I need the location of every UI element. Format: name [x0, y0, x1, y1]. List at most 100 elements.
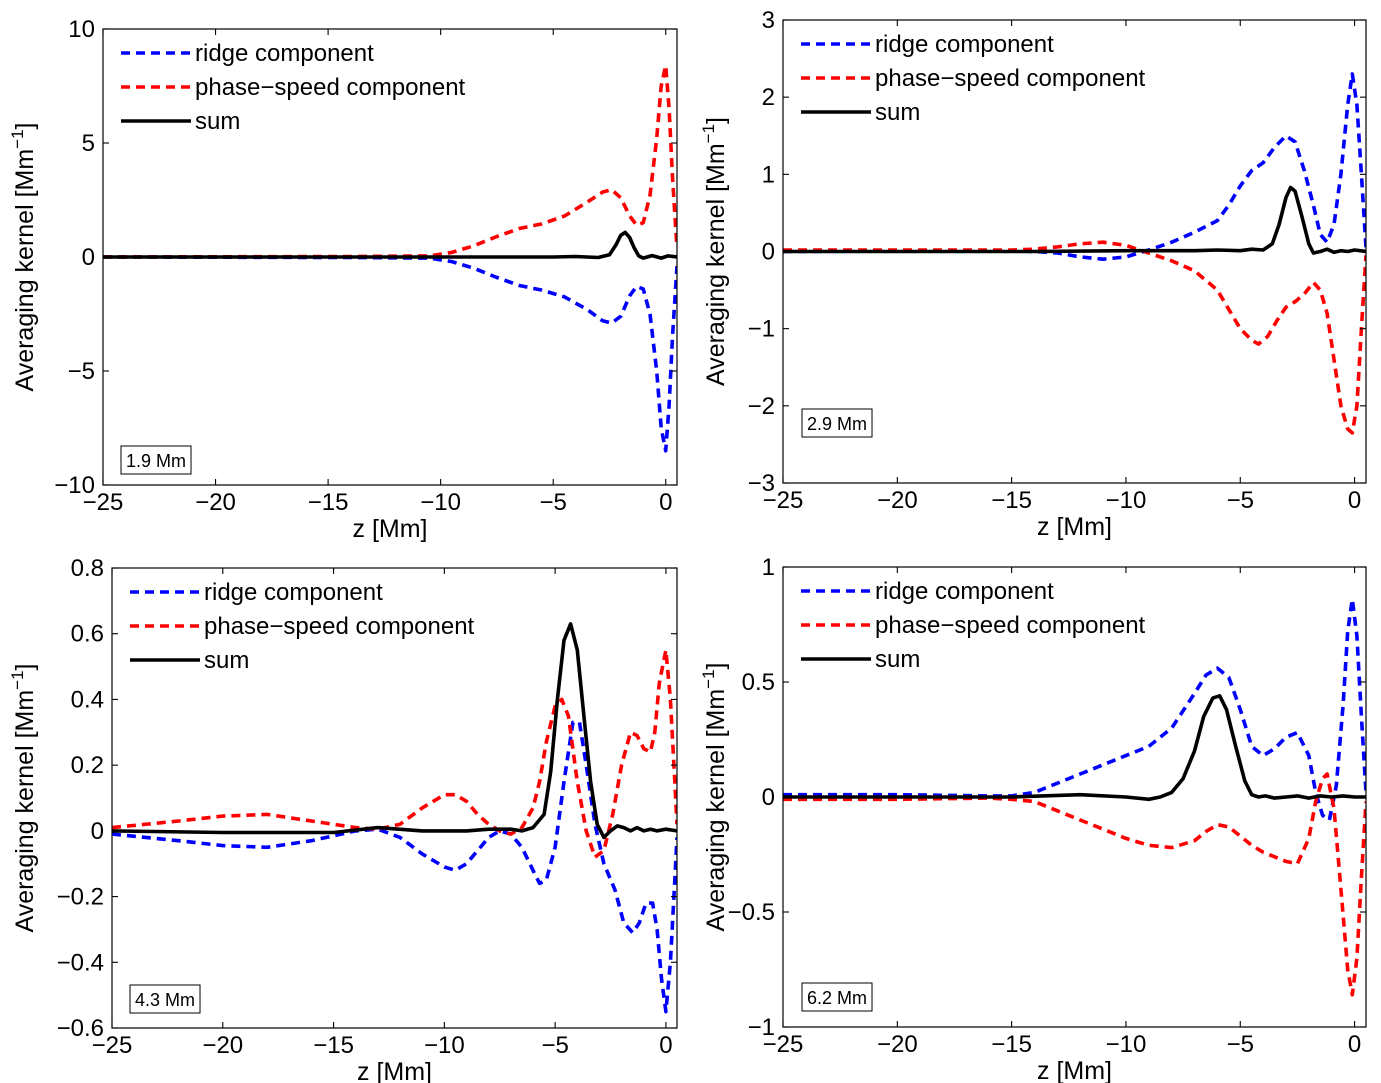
legend-entry-label: ridge component: [875, 31, 1054, 58]
y-axis-label: Averaging kernel [Mm−1]: [8, 122, 39, 391]
y-tick-label: 0.8: [71, 555, 104, 582]
y-tick-label: 2: [762, 84, 775, 111]
legend-entry-label: sum: [875, 99, 920, 126]
x-tick-label: −10: [1106, 487, 1147, 514]
y-axis-label-main: Averaging kernel [Mm: [11, 690, 39, 933]
series-line-3: [783, 694, 1366, 802]
y-tick-label: 0.2: [71, 752, 104, 779]
y-tick-label: 0.4: [71, 686, 104, 713]
x-tick-label: −25: [763, 487, 804, 514]
series-line-3: [112, 622, 677, 840]
x-tick-label: −15: [991, 487, 1032, 514]
y-tick-label: 0.6: [71, 621, 104, 648]
x-tick-label: 0: [1348, 487, 1361, 514]
legend-entry-label: ridge component: [875, 578, 1054, 605]
legend-entry-label: phase−speed component: [875, 65, 1146, 92]
y-tick-label: −0.2: [57, 884, 104, 911]
y-axis-label-exponent: −1: [699, 124, 718, 143]
y-axis-label-main: Averaging kernel [Mm: [702, 689, 730, 932]
y-tick-label: −1: [748, 316, 775, 343]
legend-entry-label: sum: [875, 646, 920, 673]
series-line-1: [103, 255, 677, 453]
depth-tag-box: [120, 445, 192, 475]
y-tick-label: −0.6: [57, 1015, 104, 1042]
legend-entry-label: phase−speed component: [875, 612, 1146, 639]
legend-entry-label: sum: [195, 108, 240, 135]
x-axis-label: z [Mm]: [1037, 1057, 1112, 1083]
y-tick-label: −3: [748, 470, 775, 497]
y-axis-label-exponent: −1: [699, 669, 718, 688]
series-line-1: [783, 597, 1366, 822]
x-tick-label: −5: [540, 489, 567, 516]
y-tick-label: 0: [91, 818, 104, 845]
depth-tag: 2.9 Mm: [801, 408, 873, 438]
legend: ridge component phase−speed component sum: [801, 578, 1146, 673]
chart-panel-4: −25 −20 −15 −10 −5 0 −1 −0.5 0 0.5 1 z [Mm] Averagin…: [699, 554, 1367, 1083]
series-line-1: [783, 72, 1366, 261]
legend-entry-label: ridge component: [204, 579, 383, 606]
depth-tag-text: 6.2 Mm: [807, 988, 867, 1008]
x-tick-label: −20: [202, 1032, 243, 1059]
depth-tag: 4.3 Mm: [129, 984, 201, 1014]
depth-tag-text: 2.9 Mm: [807, 414, 867, 434]
y-tick-label: −10: [54, 472, 95, 499]
x-tick-label: 0: [659, 1032, 672, 1059]
x-tick-label: −25: [92, 1032, 133, 1059]
x-tick-label: −25: [83, 489, 124, 516]
y-tick-label: 1: [762, 554, 775, 581]
y-axis-label: Averaging kernel [Mm−1]: [699, 117, 730, 386]
x-tick-label: −10: [420, 489, 461, 516]
x-axis-label: z [Mm]: [357, 1058, 432, 1083]
depth-tag-text: 4.3 Mm: [135, 990, 195, 1010]
y-axis-label-close: ]: [11, 122, 39, 129]
x-tick-label: 0: [659, 489, 672, 516]
series-line-3: [103, 230, 677, 260]
depth-tag-box: [801, 982, 873, 1012]
y-axis-label-close: ]: [702, 662, 730, 669]
legend: ridge component phase−speed component sum: [801, 31, 1146, 126]
y-tick-label: 10: [68, 16, 95, 43]
y-tick-label: 1: [762, 161, 775, 188]
legend: ridge component phase−speed component sum: [130, 579, 475, 674]
depth-tag-text: 1.9 Mm: [126, 451, 186, 471]
y-axis-label: Averaging kernel [Mm−1]: [699, 662, 730, 931]
x-tick-label: −5: [1227, 1031, 1254, 1058]
y-tick-label: −0.5: [728, 899, 775, 926]
x-tick-label: −20: [195, 489, 236, 516]
legend-entry-label: ridge component: [195, 40, 374, 67]
y-axis-label-exponent: −1: [8, 129, 27, 148]
x-tick-label: −25: [763, 1031, 804, 1058]
y-axis-label-main: Averaging kernel [Mm: [11, 149, 39, 392]
y-tick-label: −2: [748, 393, 775, 420]
y-tick-label: 0.5: [742, 669, 775, 696]
y-axis-label-main: Averaging kernel [Mm: [702, 143, 730, 386]
y-axis-label-close: ]: [11, 663, 39, 670]
x-axis-label: z [Mm]: [1037, 513, 1112, 541]
x-tick-label: −15: [991, 1031, 1032, 1058]
y-axis-label: Averaging kernel [Mm−1]: [8, 663, 39, 932]
y-tick-label: −0.4: [57, 949, 104, 976]
legend-entry-label: sum: [204, 647, 249, 674]
x-axis-label: z [Mm]: [353, 515, 428, 543]
legend-entry-label: phase−speed component: [195, 74, 466, 101]
y-tick-label: 5: [82, 130, 95, 157]
series-line-2: [783, 772, 1366, 997]
y-tick-label: 0: [762, 784, 775, 811]
x-tick-label: −20: [877, 1031, 918, 1058]
y-axis-label-close: ]: [702, 117, 730, 124]
y-tick-label: 0: [82, 244, 95, 271]
y-tick-label: −1: [748, 1014, 775, 1041]
depth-tag: 6.2 Mm: [801, 982, 873, 1012]
series-line-2: [112, 648, 677, 859]
y-axis-label-exponent: −1: [8, 670, 27, 689]
series-line-3: [783, 185, 1366, 255]
x-tick-label: −20: [877, 487, 918, 514]
y-tick-label: 3: [762, 7, 775, 34]
series-line-2: [103, 63, 677, 259]
plot-frame: [111, 567, 678, 1029]
chart-panel-1: −25 −20 −15 −10 −5 0 −10 −5 0 5 10 z [Mm] Averaging …: [8, 16, 678, 543]
x-tick-label: 0: [1348, 1031, 1361, 1058]
depth-tag: 1.9 Mm: [120, 445, 192, 475]
